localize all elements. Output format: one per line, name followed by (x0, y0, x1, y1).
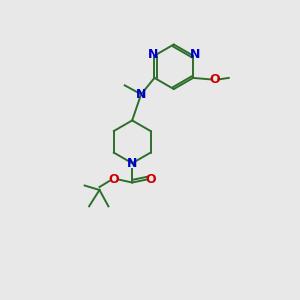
Text: N: N (189, 48, 200, 61)
Text: N: N (127, 157, 137, 170)
Text: N: N (148, 48, 158, 61)
Text: O: O (108, 173, 119, 186)
Text: O: O (146, 173, 156, 186)
Text: O: O (209, 73, 220, 86)
Text: N: N (136, 88, 146, 101)
